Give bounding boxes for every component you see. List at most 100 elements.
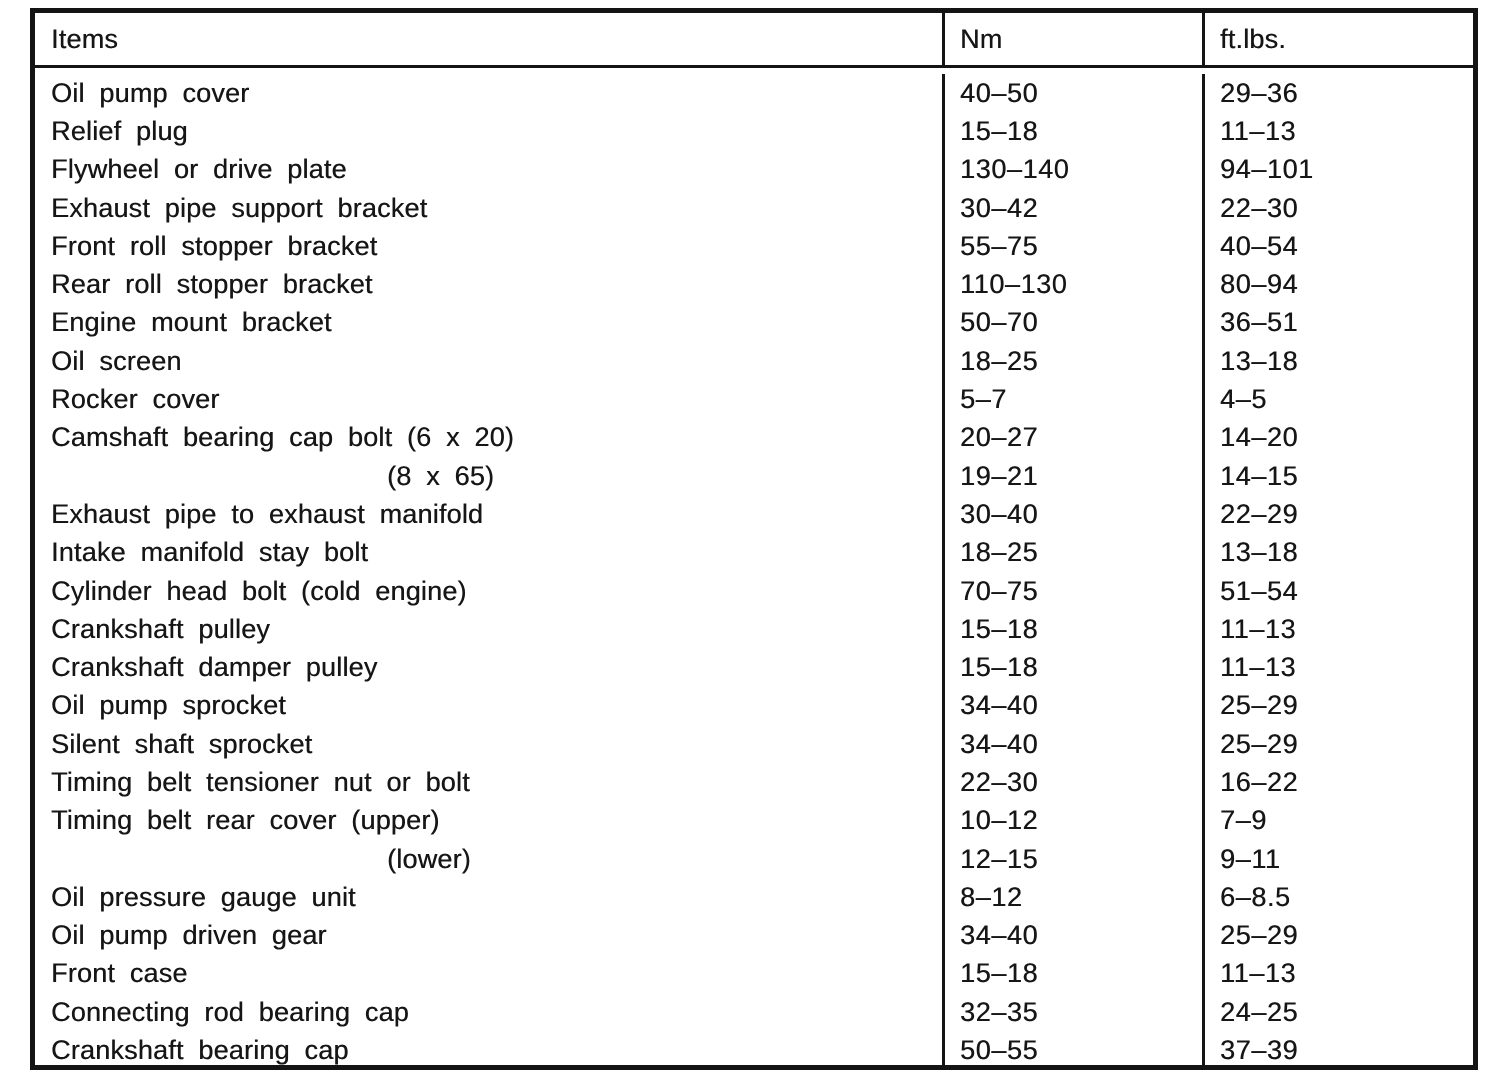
item-cell: Front case [51, 958, 188, 989]
item-cell: Rocker cover [51, 384, 220, 415]
nm-value-cell: 70–75 [942, 571, 1202, 611]
table-header-row: Items Nm ft.lbs. [35, 13, 1473, 68]
ftlbs-value-cell: 13–18 [1202, 533, 1473, 572]
ftlbs-value-cell: 29–36 [1202, 74, 1473, 113]
table-row: (8 x 65) 19–21 14–15 [35, 456, 1473, 496]
nm-value-cell: 10–12 [942, 801, 1202, 840]
ftlbs-value-cell: 25–29 [1202, 916, 1473, 955]
nm-value-cell: 15–18 [942, 648, 1202, 687]
ftlbs-value-cell: 6–8.5 [1202, 878, 1473, 917]
table-row: (lower) 12–15 9–11 [35, 839, 1473, 879]
ftlbs-value-cell: 13–18 [1202, 342, 1473, 381]
table-row: Crankshaft damper pulley 15–18 11–13 [35, 648, 1473, 687]
ftlbs-value-cell: 22–29 [1202, 495, 1473, 534]
table-row: Camshaft bearing cap bolt (6 x 20) 20–27… [35, 418, 1473, 457]
item-cell: (lower) [387, 843, 471, 874]
item-cell: Crankshaft bearing cap [51, 1035, 349, 1066]
ftlbs-value-cell: 40–54 [1202, 227, 1473, 266]
column-header-items: Items [51, 23, 119, 54]
item-cell: Rear roll stopper bracket [51, 269, 373, 300]
item-cell: Front roll stopper bracket [51, 230, 378, 261]
ftlbs-value-cell: 11–13 [1202, 648, 1473, 687]
torque-spec-table: Items Nm ft.lbs. Oil pump cover 40–50 29… [30, 8, 1478, 1070]
table-row: Oil pump cover 40–50 29–36 [35, 74, 1473, 113]
item-cell: Flywheel or drive plate [51, 154, 347, 185]
item-cell: Oil screen [51, 345, 182, 376]
nm-value-cell: 15–18 [942, 112, 1202, 151]
item-cell: Connecting rod bearing cap [51, 996, 409, 1027]
ftlbs-value-cell: 25–29 [1202, 686, 1473, 726]
nm-value-cell: 15–18 [942, 954, 1202, 994]
table-row: Front roll stopper bracket 55–75 40–54 [35, 227, 1473, 266]
table-row: Timing belt rear cover (upper) 10–12 7–9 [35, 801, 1473, 840]
item-cell: Exhaust pipe to exhaust manifold [51, 498, 484, 529]
item-cell: Relief plug [51, 115, 188, 146]
table-row: Oil pump driven gear 34–40 25–29 [35, 916, 1473, 955]
nm-value-cell: 18–25 [942, 533, 1202, 572]
ftlbs-value-cell: 11–13 [1202, 610, 1473, 649]
nm-value-cell: 34–40 [942, 916, 1202, 955]
table-row: Rocker cover 5–7 4–5 [35, 380, 1473, 419]
table-row: Oil screen 18–25 13–18 [35, 342, 1473, 381]
table-row: Engine mount bracket 50–70 36–51 [35, 303, 1473, 343]
item-cell: Camshaft bearing cap bolt (6 x 20) [51, 422, 515, 453]
nm-value-cell: 19–21 [942, 456, 1202, 496]
nm-value-cell: 32–35 [942, 993, 1202, 1032]
ftlbs-value-cell: 22–30 [1202, 188, 1473, 228]
table-row: Crankshaft bearing cap 50–55 37–39 [35, 1031, 1473, 1070]
item-cell: Oil pump cover [51, 77, 250, 108]
ftlbs-value-cell: 51–54 [1202, 571, 1473, 611]
ftlbs-value-cell: 94–101 [1202, 150, 1473, 189]
table-row: Rear roll stopper bracket 110–130 80–94 [35, 265, 1473, 304]
item-cell: Engine mount bracket [51, 307, 332, 338]
table-row: Crankshaft pulley 15–18 11–13 [35, 610, 1473, 649]
nm-value-cell: 22–30 [942, 763, 1202, 802]
item-cell: Oil pressure gauge unit [51, 881, 356, 912]
ftlbs-value-cell: 37–39 [1202, 1031, 1473, 1070]
item-cell: Timing belt tensioner nut or bolt [51, 766, 470, 797]
item-cell: Crankshaft pulley [51, 613, 271, 644]
item-cell: Oil pump driven gear [51, 920, 327, 951]
item-cell: Exhaust pipe support bracket [51, 192, 428, 223]
table-row: Intake manifold stay bolt 18–25 13–18 [35, 533, 1473, 572]
ftlbs-value-cell: 14–15 [1202, 456, 1473, 496]
nm-value-cell: 55–75 [942, 227, 1202, 266]
table-row: Oil pressure gauge unit 8–12 6–8.5 [35, 878, 1473, 917]
table-row: Relief plug 15–18 11–13 [35, 112, 1473, 151]
ftlbs-value-cell: 16–22 [1202, 763, 1473, 802]
ftlbs-value-cell: 7–9 [1202, 801, 1473, 840]
table-row: Silent shaft sprocket 34–40 25–29 [35, 725, 1473, 764]
ftlbs-value-cell: 11–13 [1202, 954, 1473, 994]
item-cell: Cylinder head bolt (cold engine) [51, 575, 467, 606]
nm-value-cell: 40–50 [942, 74, 1202, 113]
nm-value-cell: 15–18 [942, 610, 1202, 649]
table-row: Connecting rod bearing cap 32–35 24–25 [35, 993, 1473, 1032]
nm-value-cell: 8–12 [942, 878, 1202, 917]
nm-value-cell: 50–70 [942, 303, 1202, 343]
item-cell: Intake manifold stay bolt [51, 537, 369, 568]
ftlbs-value-cell: 14–20 [1202, 418, 1473, 457]
nm-value-cell: 34–40 [942, 686, 1202, 726]
ftlbs-value-cell: 36–51 [1202, 303, 1473, 343]
table-row: Cylinder head bolt (cold engine) 70–75 5… [35, 571, 1473, 611]
column-header-ftlbs: ft.lbs. [1202, 13, 1473, 65]
ftlbs-value-cell: 4–5 [1202, 380, 1473, 419]
nm-value-cell: 50–55 [942, 1031, 1202, 1070]
ftlbs-value-cell: 24–25 [1202, 993, 1473, 1032]
table-row: Exhaust pipe to exhaust manifold 30–40 2… [35, 495, 1473, 534]
table-row: Exhaust pipe support bracket 30–42 22–30 [35, 188, 1473, 228]
table-row: Timing belt tensioner nut or bolt 22–30 … [35, 763, 1473, 802]
table-row: Flywheel or drive plate 130–140 94–101 [35, 150, 1473, 189]
nm-value-cell: 130–140 [942, 150, 1202, 189]
column-header-nm: Nm [942, 13, 1202, 65]
nm-value-cell: 20–27 [942, 418, 1202, 457]
nm-value-cell: 5–7 [942, 380, 1202, 419]
item-cell: Crankshaft damper pulley [51, 652, 378, 683]
nm-value-cell: 30–40 [942, 495, 1202, 534]
ftlbs-value-cell: 80–94 [1202, 265, 1473, 304]
ftlbs-value-cell: 11–13 [1202, 112, 1473, 151]
ftlbs-value-cell: 25–29 [1202, 725, 1473, 764]
item-cell: Oil pump sprocket [51, 690, 286, 721]
table-row: Front case 15–18 11–13 [35, 954, 1473, 994]
